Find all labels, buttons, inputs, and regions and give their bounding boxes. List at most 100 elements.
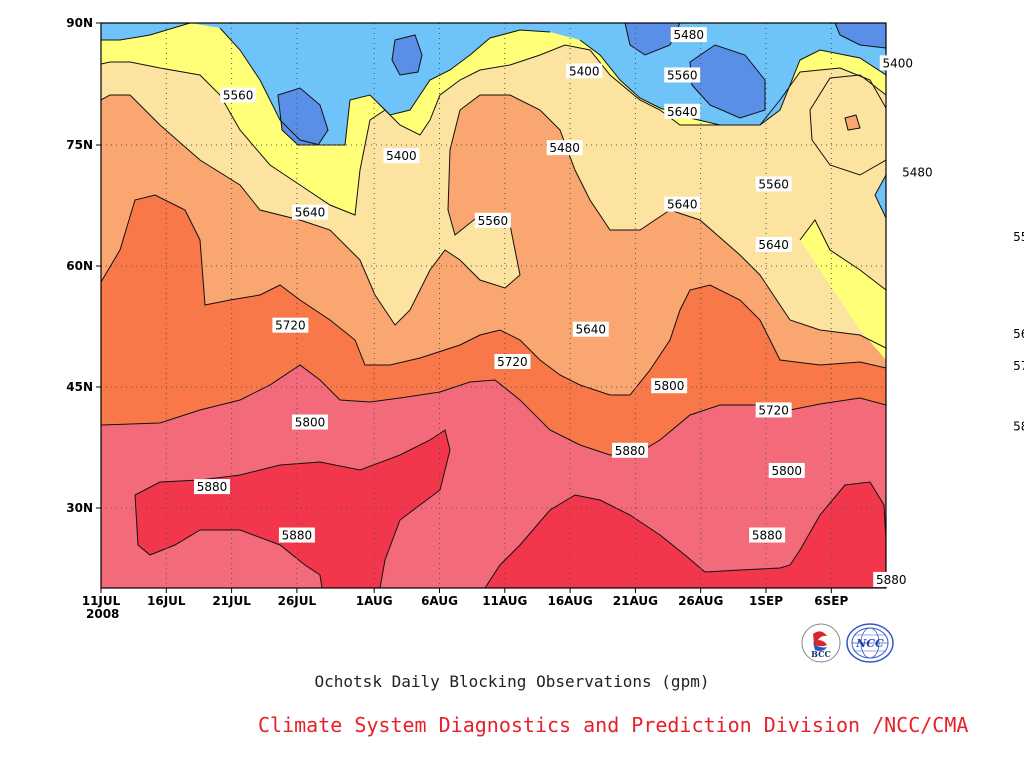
x-tick-label: 6AUG	[421, 594, 458, 608]
contour-label: 5400	[383, 148, 420, 164]
contour-label: 5480	[899, 164, 936, 180]
contour-label: 5800	[651, 378, 688, 394]
x-tick-label: 1SEP	[749, 594, 783, 608]
contour-label: 5480	[546, 140, 583, 156]
contour-lines	[101, 23, 886, 588]
x-tick-label: 6SEP	[814, 594, 848, 608]
credit-line: Climate System Diagnostics and Predictio…	[258, 713, 969, 737]
fill-gt5880-left	[135, 430, 450, 588]
contour-fills	[101, 23, 886, 588]
svg-text:5480: 5480	[549, 141, 580, 155]
contour-label: 5720	[755, 402, 792, 418]
svg-text:5880: 5880	[615, 444, 646, 458]
svg-text:5560: 5560	[667, 68, 698, 82]
svg-text:5880: 5880	[282, 529, 313, 543]
x-tick-label: 16AUG	[547, 594, 592, 608]
svg-text:5880: 5880	[876, 573, 907, 587]
contour-label: 5800	[1010, 418, 1024, 434]
contour-label: 5560	[1010, 228, 1024, 244]
svg-text:5800: 5800	[654, 379, 685, 393]
contour-label: 5880	[873, 571, 910, 587]
contour-label: 5800	[291, 414, 328, 430]
x-tick-label: 21AUG	[613, 594, 658, 608]
svg-text:5560: 5560	[478, 214, 509, 228]
contour-label: 5880	[278, 527, 315, 543]
svg-text:5640: 5640	[295, 206, 326, 220]
contour-label: 5800	[768, 462, 805, 478]
fill-gt5880-mid	[485, 482, 886, 588]
contour-label: 5880	[749, 527, 786, 543]
svg-text:5640: 5640	[667, 198, 698, 212]
y-tick-label: 75N	[66, 138, 93, 152]
x-axis-year-label: 2008	[86, 607, 119, 621]
svg-text:5720: 5720	[1013, 359, 1024, 373]
svg-text:5800: 5800	[771, 464, 802, 478]
ncc-logo-text: NCC	[855, 637, 884, 650]
fill-lt5400-c	[690, 45, 765, 118]
contour-label: 5400	[566, 63, 603, 79]
x-tick-label: 16JUL	[147, 594, 186, 608]
svg-text:5400: 5400	[882, 56, 913, 70]
fill-5400-5480-right	[875, 175, 886, 218]
contour-label: 5560	[755, 176, 792, 192]
svg-text:5560: 5560	[758, 177, 789, 191]
axis-ticks	[96, 22, 832, 593]
svg-text:5800: 5800	[1013, 420, 1024, 434]
svg-text:5640: 5640	[758, 238, 789, 252]
ncc-logo: NCC	[846, 623, 894, 663]
x-tick-label: 26AUG	[678, 594, 723, 608]
contour-label: 5720	[1010, 358, 1024, 374]
plot-frame	[100, 22, 887, 589]
y-tick-label: 30N	[66, 501, 93, 515]
svg-text:5880: 5880	[752, 529, 783, 543]
contour-label: 5640	[664, 103, 701, 119]
svg-text:5880: 5880	[197, 480, 228, 494]
svg-text:5720: 5720	[275, 319, 306, 333]
svg-text:5640: 5640	[1013, 327, 1024, 341]
svg-text:5480: 5480	[673, 28, 704, 42]
contour-label: 5480	[670, 27, 707, 43]
x-tick-label: 21JUL	[212, 594, 251, 608]
chart-title: Ochotsk Daily Blocking Observations (gpm…	[314, 672, 710, 691]
y-tick-label: 45N	[66, 380, 93, 394]
x-axis-labels: 11JUL 16JUL 21JUL 26JUL 1AUG 6AUG 11AUG 16AUG 21…	[82, 594, 849, 608]
fill-5640-5720-tiny	[845, 115, 860, 130]
fill-lt5400-e	[835, 23, 886, 48]
bcc-logo-text: BCC	[811, 649, 831, 659]
fill-5480-5560-right	[800, 220, 886, 360]
contour-label: 5640	[755, 236, 792, 252]
contour-label: 5560	[664, 67, 701, 83]
svg-text:5640: 5640	[667, 105, 698, 119]
contour-label: 5640	[1010, 325, 1024, 341]
contour-label: 5560	[220, 87, 257, 103]
svg-text:5560: 5560	[223, 89, 254, 103]
svg-text:5400: 5400	[569, 64, 600, 78]
contour-label: 5880	[194, 479, 231, 495]
gridlines	[101, 23, 886, 588]
svg-text:5480: 5480	[902, 165, 933, 179]
x-tick-label: 11JUL	[82, 594, 121, 608]
contour-label: 5720	[494, 354, 531, 369]
fill-lt5400-b	[392, 35, 422, 75]
contour-label: 5720	[272, 317, 309, 333]
x-tick-label: 11AUG	[482, 594, 527, 608]
svg-text:5720: 5720	[497, 355, 528, 369]
contour-label: 5640	[664, 196, 701, 212]
y-tick-label: 90N	[66, 16, 93, 30]
svg-text:5640: 5640	[576, 323, 607, 337]
svg-text:5560: 5560	[1013, 230, 1024, 244]
svg-text:5400: 5400	[386, 149, 417, 163]
y-axis-labels: 90N 75N 60N 45N 30N	[66, 16, 93, 515]
contour-label: 5560	[474, 212, 511, 228]
x-tick-label: 1AUG	[356, 594, 393, 608]
x-tick-label: 26JUL	[278, 594, 317, 608]
contour-label: 5880	[611, 442, 648, 458]
y-tick-label: 60N	[66, 259, 93, 273]
contour-labels: 5480 5400 5560 5560 5400 5560 5640 5400 5480 5560…	[194, 27, 1024, 587]
contour-label: 5640	[572, 321, 609, 337]
bcc-logo: BCC	[801, 623, 841, 663]
contour-label: 5400	[879, 55, 916, 71]
svg-text:5800: 5800	[295, 416, 326, 430]
svg-text:5720: 5720	[758, 403, 789, 417]
